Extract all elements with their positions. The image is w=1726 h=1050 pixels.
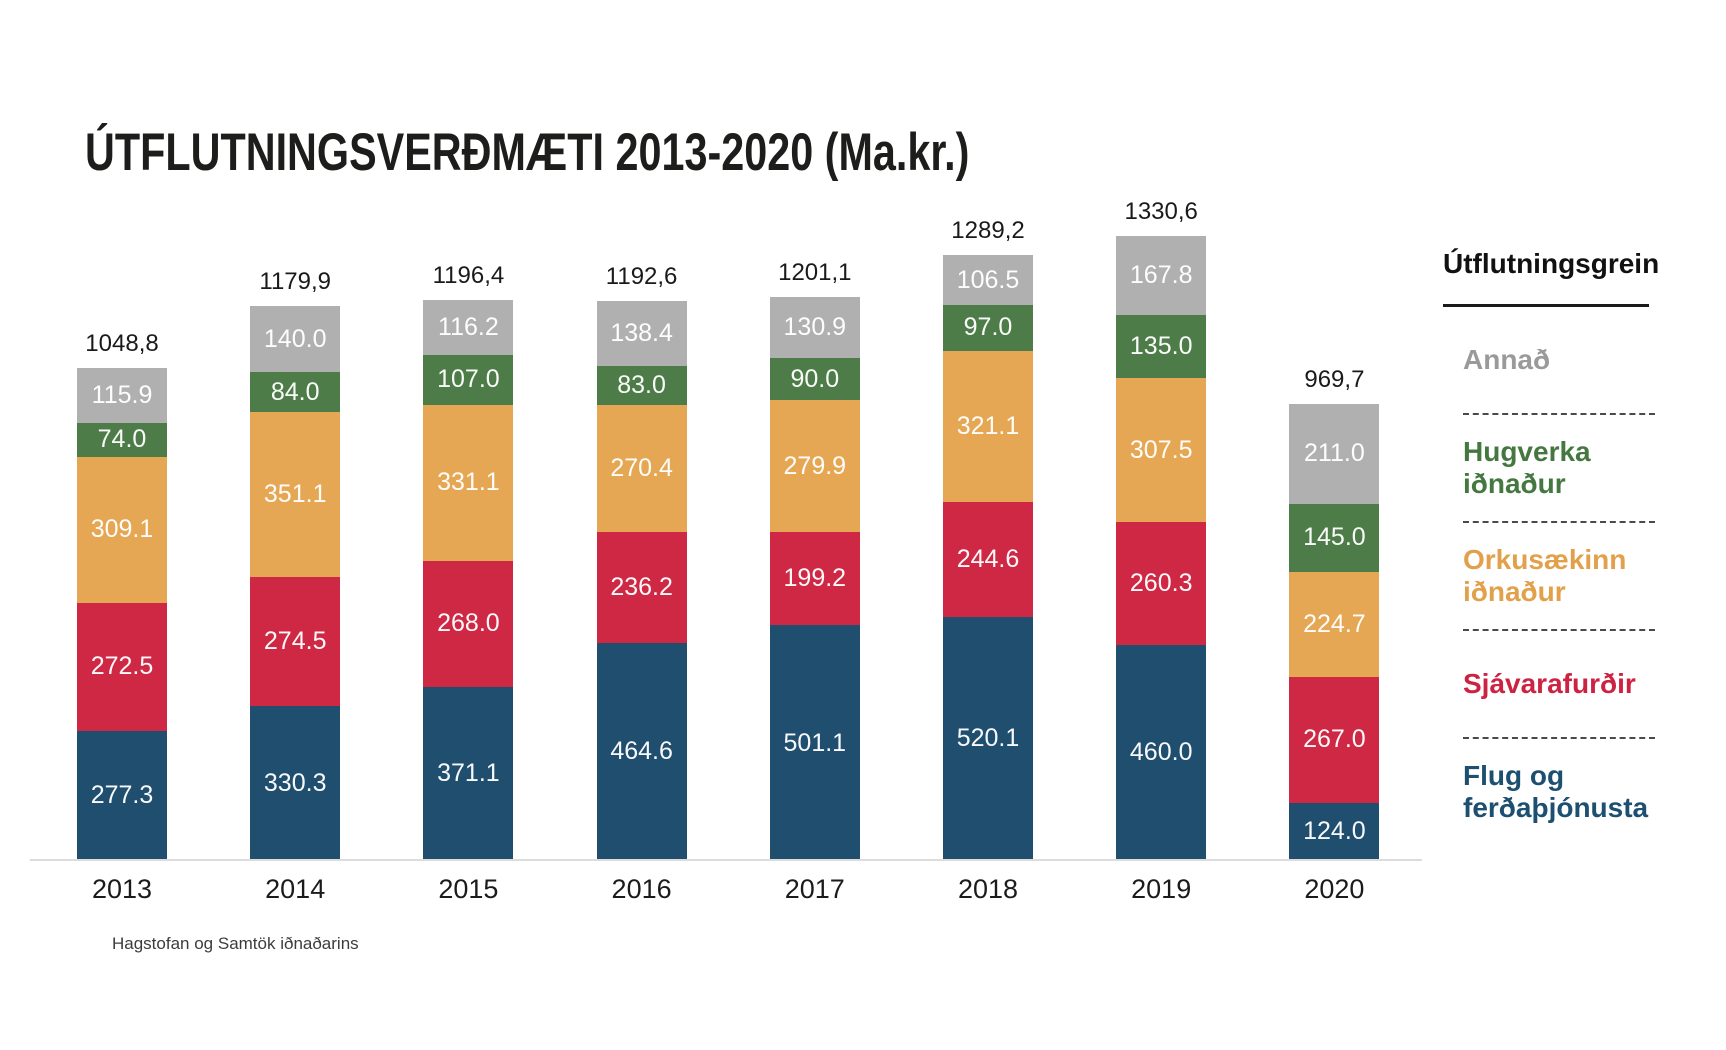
bar-segment-hugverka-idnadur-2020: 145.0	[1289, 503, 1380, 572]
bar-segment-hugverka-idnadur-2013: 74.0	[77, 422, 167, 458]
bar-segment-annad-2013: 115.9	[77, 368, 167, 423]
legend-item-annad: Annað	[1463, 307, 1655, 415]
bar-segment-hugverka-idnadur-2017: 90.0	[769, 358, 860, 401]
bar-segment-orkusaekinn-idnadur-2015: 331.1	[423, 405, 514, 561]
bar-2018: 1289,2 106.5 97.0 321.1 244.6 520.1	[943, 217, 1033, 861]
bar-segment-hugverka-idnadur-2016: 83.0	[596, 365, 687, 405]
x-axis-label-2013: 2013	[91, 874, 153, 904]
legend-title: Útflutningsgrein	[1443, 248, 1660, 279]
bar-segment-sjavarafurdir-2017: 199.2	[769, 531, 860, 626]
legend-item-hugverka-idnadur: Hugverka iðnaður	[1463, 415, 1655, 523]
bar-segment-flug-og-ferdathjonusta-2017: 501.1	[769, 625, 860, 861]
chart-title: ÚTFLUTNINGSVERÐMÆTI 2013-2020 (Ma.kr.)	[85, 123, 970, 182]
stacked-bar-chart: 1048,8 115.9 74.0 309.1 272.5 277.3 1179,9 140.…	[30, 198, 1422, 904]
bar-segment-flug-og-ferdathjonusta-2014: 330.3	[250, 705, 341, 861]
x-axis-label-2019: 2019	[1131, 874, 1192, 904]
bar-segment-sjavarafurdir-2014: 274.5	[250, 576, 341, 706]
x-axis-label-2015: 2015	[438, 874, 499, 904]
bar-segment-orkusaekinn-idnadur-2018: 321.1	[943, 350, 1033, 502]
bar-segment-sjavarafurdir-2018: 244.6	[943, 501, 1033, 617]
bar-segment-hugverka-idnadur-2014: 84.0	[250, 372, 341, 412]
bar-segment-sjavarafurdir-2016: 236.2	[596, 531, 687, 643]
bar-segment-annad-2019: 167.8	[1116, 235, 1207, 315]
bar-segment-sjavarafurdir-2020: 267.0	[1289, 677, 1380, 803]
bar-2015: 1196,4 116.2 107.0 331.1 268.0 371.1	[423, 262, 514, 861]
bar-2014: 1179,9 140.0 84.0 351.1 274.5 330.3	[250, 268, 341, 861]
bar-segment-orkusaekinn-idnadur-2017: 279.9	[769, 400, 860, 532]
bar-2020: 969,7 211.0 145.0 224.7 267.0 124.0	[1289, 366, 1380, 861]
bar-segment-orkusaekinn-idnadur-2013: 309.1	[77, 457, 167, 603]
bar-total-2016: 1192,6	[605, 262, 678, 290]
bar-total-2017: 1201,1	[778, 258, 852, 286]
bar-total-2018: 1289,2	[951, 217, 1025, 245]
bar-total-2014: 1179,9	[259, 268, 331, 296]
x-axis-label-2016: 2016	[611, 874, 672, 904]
bar-2019: 1330,6 167.8 135.0 307.5 260.3 460.0	[1116, 198, 1207, 861]
bar-total-2013: 1048,8	[85, 330, 159, 358]
bar-segment-orkusaekinn-idnadur-2014: 351.1	[250, 411, 341, 577]
x-axis-label-2018: 2018	[957, 874, 1019, 904]
bar-segment-hugverka-idnadur-2015: 107.0	[423, 354, 514, 406]
bar-segment-hugverka-idnadur-2019: 135.0	[1116, 314, 1207, 378]
bar-segment-orkusaekinn-idnadur-2016: 270.4	[596, 404, 687, 532]
bar-segment-annad-2014: 140.0	[250, 306, 341, 373]
bar-segment-annad-2015: 116.2	[423, 300, 514, 355]
bar-segment-flug-og-ferdathjonusta-2013: 277.3	[77, 730, 167, 861]
x-axis-label-2017: 2017	[784, 874, 845, 904]
legend-item-orkusaekinn-idnadur: Orkusækinn iðnaður	[1463, 523, 1655, 631]
bar-segment-flug-og-ferdathjonusta-2018: 520.1	[943, 616, 1033, 861]
bar-total-2015: 1196,4	[432, 262, 505, 290]
legend: Útflutningsgrein Annað Hugverka iðnaður Or…	[1443, 248, 1660, 845]
bar-total-2020: 969,7	[1304, 366, 1365, 394]
bar-segment-flug-og-ferdathjonusta-2015: 371.1	[423, 686, 514, 861]
bar-segment-flug-og-ferdathjonusta-2016: 464.6	[596, 642, 687, 861]
x-axis-label-2020: 2020	[1304, 874, 1365, 904]
bar-segment-orkusaekinn-idnadur-2019: 307.5	[1116, 377, 1207, 523]
legend-items: Annað Hugverka iðnaður Orkusækinn iðnaður S…	[1443, 307, 1655, 845]
bar-segment-sjavarafurdir-2015: 268.0	[423, 560, 514, 687]
bar-segment-annad-2016: 138.4	[596, 300, 687, 366]
legend-underline	[1443, 304, 1649, 307]
bar-2017: 1201,1 130.9 90.0 279.9 199.2 501.1	[769, 259, 860, 861]
bar-segment-sjavarafurdir-2019: 260.3	[1116, 522, 1207, 645]
legend-item-flug-og-ferdathjonusta: Flug og ferðaþjónusta	[1463, 759, 1649, 823]
legend-item-sjavarafurdir: Sjávarafurðir	[1463, 631, 1655, 739]
bar-segment-orkusaekinn-idnadur-2020: 224.7	[1289, 571, 1380, 678]
bar-2016: 1192,6 138.4 83.0 270.4 236.2 464.6	[596, 263, 687, 861]
bar-2013: 1048,8 115.9 74.0 309.1 272.5 277.3	[77, 330, 167, 861]
x-axis-line	[30, 859, 1422, 861]
bar-total-2019: 1330,6	[1124, 197, 1198, 225]
source-note: Hagstofan og Samtök iðnaðarins	[112, 934, 359, 953]
bar-segment-flug-og-ferdathjonusta-2019: 460.0	[1116, 644, 1207, 861]
bar-segment-annad-2017: 130.9	[769, 296, 860, 359]
bar-segment-hugverka-idnadur-2018: 97.0	[943, 305, 1033, 351]
bar-segment-flug-og-ferdathjonusta-2020: 124.0	[1289, 802, 1380, 861]
bar-segment-annad-2018: 106.5	[943, 255, 1033, 306]
bar-segment-annad-2020: 211.0	[1289, 404, 1380, 504]
bar-segment-sjavarafurdir-2013: 272.5	[77, 602, 167, 731]
x-axis-label-2014: 2014	[265, 874, 326, 904]
